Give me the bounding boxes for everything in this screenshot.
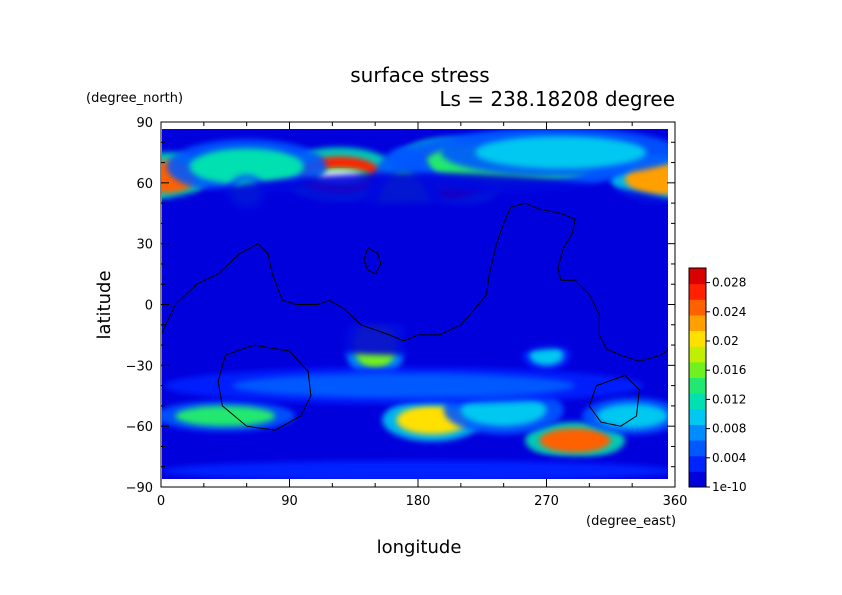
x-tick-label: 270 [534,494,559,509]
y-axis-label: latitude [94,270,115,339]
x-tick-label: 180 [406,494,431,509]
heatmap-blob-17 [596,403,668,429]
colorbar-segment [689,408,706,425]
colorbar-label: 0.012 [712,392,746,406]
y-unit-label: (degree_north) [86,91,183,106]
colorbar-segment [689,455,706,472]
heatmap-blob-7 [189,148,304,185]
contour-line-2 [217,344,312,431]
colorbar-label: 0.004 [712,451,746,465]
heatmap-blob-14 [175,405,276,427]
colorbar-frame [688,267,707,488]
colorbar-segment [689,440,706,457]
heatmap-blob-16 [232,373,576,398]
y-tick-label: 60 [136,177,153,192]
heatmap-blob-11 [475,136,647,169]
colorbar-segment [689,314,706,332]
colorbar-label: 0.02 [712,334,739,348]
colorbar-segment [689,377,706,394]
colorbar-segment [689,361,706,378]
colorbar-segment [689,283,706,300]
y-tick-label: −30 [126,359,153,374]
x-tick-label: 90 [281,494,298,509]
colorbar-segment [689,471,706,488]
heatmap-area [162,129,668,479]
y-tick-label: 90 [136,116,153,131]
colorbar-segment [689,424,706,441]
colorbar-label: 0.028 [712,276,746,290]
colorbar-segment [689,346,706,363]
y-tick-label: −90 [126,481,153,496]
colorbar-label: 1e-10 [712,480,747,494]
heatmap-blob-18 [529,345,564,366]
x-unit-label: (degree_east) [586,514,676,529]
chart-title: surface stress [350,63,489,87]
heatmap-blob-13 [539,428,611,453]
contour-line-1 [363,247,382,275]
colorbar-label: 0.016 [712,363,746,377]
heatmap-blob-20 [162,460,668,479]
y-tick-label: −60 [126,420,153,435]
contour-line-0 [162,202,668,362]
colorbar-segment [689,268,706,285]
chart-subtitle: Ls = 238.18208 degree [439,87,675,111]
colorbar-label: 0.024 [712,305,746,319]
coastline-contours [162,202,668,431]
y-tick-label: 0 [145,299,153,314]
colorbar: 1e-10 0.004 0.008 0.012 0.016 0.02 0.024 0.028 [688,267,747,494]
x-tick-label: 0 [157,494,165,509]
colorbar-segment [689,299,706,316]
x-axis-label: longitude [377,537,462,558]
y-axis-ticks: 90 60 30 0 −30 −60 −90 [126,116,675,496]
contour-line-3 [588,374,640,427]
colorbar-label: 0.008 [712,422,746,436]
heatmap-blob-21 [162,203,668,325]
heatmap-field [162,129,668,479]
x-axis-ticks: 0 90 180 270 360 [157,122,688,509]
colorbar-segment [689,330,706,347]
colorbar-segment [689,393,706,410]
x-tick-label: 360 [663,494,688,509]
y-tick-label: 30 [136,238,153,253]
